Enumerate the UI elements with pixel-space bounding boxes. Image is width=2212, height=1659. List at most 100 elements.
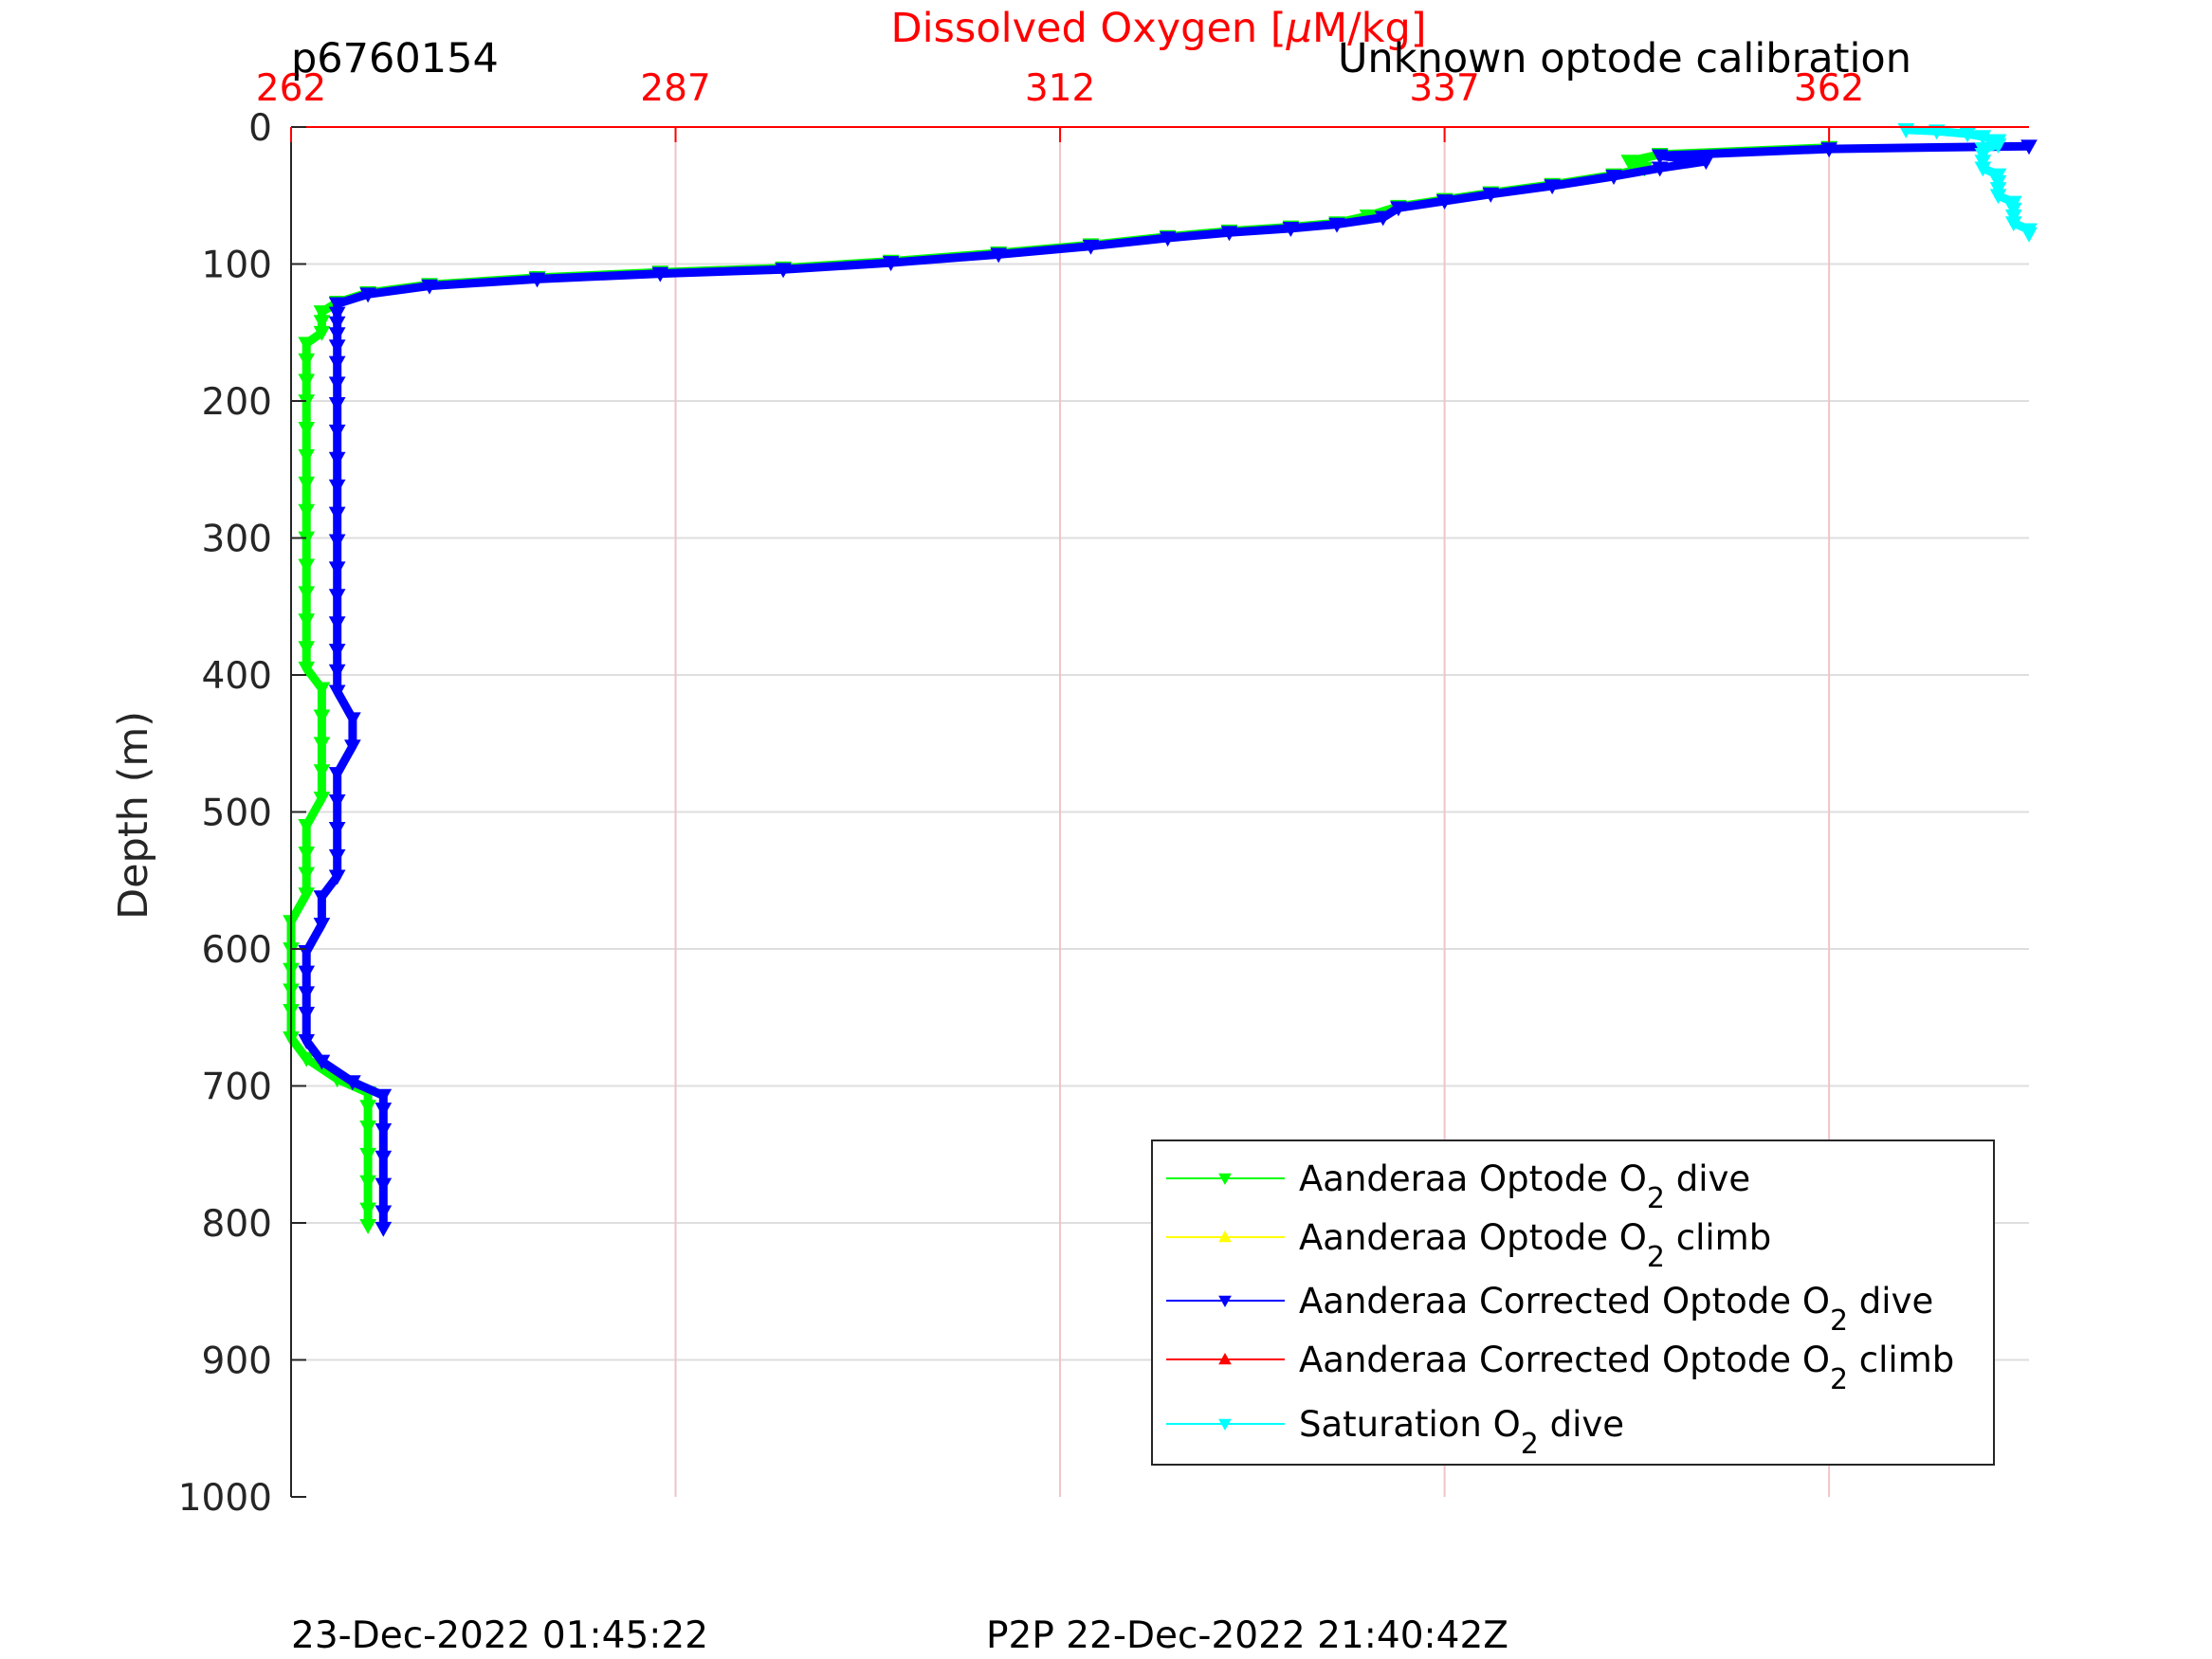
y-tick-label: 700 (202, 1066, 272, 1109)
y-tick-label: 400 (202, 655, 272, 698)
data-point (298, 641, 316, 657)
data-point (882, 256, 900, 272)
data-point (651, 266, 669, 283)
data-point (1697, 155, 1715, 171)
data-point (1282, 222, 1300, 237)
data-point (1989, 137, 2007, 154)
header-left-label: p6760154 (291, 35, 499, 82)
x-axis-title: Dissolved Oxygen [μM/kg] (890, 5, 1426, 52)
data-point (359, 1120, 376, 1136)
data-point (313, 315, 331, 331)
data-point (313, 764, 331, 780)
data-point (528, 272, 546, 288)
data-point (1390, 201, 1407, 217)
data-point (328, 306, 346, 322)
data-point (359, 1202, 376, 1218)
y-tick-label: 800 (202, 1203, 272, 1246)
footer-left-timestamp: 23-Dec-2022 01:45:22 (291, 1614, 708, 1657)
data-point (313, 325, 331, 341)
data-point (344, 1075, 361, 1091)
y-tick-label: 600 (202, 929, 272, 972)
data-point (375, 1205, 393, 1221)
data-point (298, 448, 316, 465)
data-point (298, 1033, 316, 1049)
data-point (2004, 216, 2022, 232)
data-point (359, 287, 376, 303)
data-point (1374, 210, 1392, 227)
data-point (375, 1177, 393, 1194)
data-point (421, 279, 438, 295)
data-point (328, 327, 346, 343)
data-point (990, 247, 1008, 264)
data-point (298, 353, 316, 369)
data-point (298, 965, 316, 981)
data-point (328, 821, 346, 837)
data-point (328, 869, 346, 885)
y-tick-label: 500 (202, 793, 272, 835)
data-point (1482, 187, 1500, 203)
x-tick-label: 262 (256, 67, 326, 110)
series-2 (298, 139, 2038, 1237)
y-tick-label: 300 (202, 519, 272, 561)
legend-swatch-marker (1218, 1352, 1232, 1365)
header-right-label: Unknown optode calibration (1338, 35, 1911, 82)
data-point (298, 846, 316, 862)
data-point (298, 503, 316, 520)
data-point (328, 848, 346, 865)
data-point (328, 339, 346, 356)
series-layer (283, 122, 2038, 1237)
data-point (298, 1007, 316, 1022)
data-point (298, 337, 316, 353)
y-tick-label: 200 (202, 381, 272, 424)
data-point (775, 263, 792, 279)
data-point (328, 644, 346, 660)
data-point (313, 737, 331, 753)
data-point (359, 1175, 376, 1191)
data-point (298, 819, 316, 834)
data-point (313, 709, 331, 725)
data-point (328, 561, 346, 577)
legend-entry-label: Aanderaa Optode O2 climb (1299, 1217, 1771, 1274)
legend-swatch-marker (1218, 1295, 1232, 1308)
data-point (1928, 124, 1946, 140)
legend-entry-label: Aanderaa Optode O2 dive (1299, 1158, 1750, 1215)
data-point (313, 305, 331, 321)
data-point (1220, 226, 1238, 242)
data-point (328, 589, 346, 605)
data-point (298, 1051, 316, 1067)
data-point (1989, 189, 2007, 205)
x-tick-label: 287 (640, 67, 710, 110)
data-point (298, 613, 316, 629)
data-point (298, 558, 316, 574)
y-tick-label: 0 (248, 107, 272, 150)
data-point (328, 356, 346, 372)
footer-right-timestamp: P2P 22-Dec-2022 21:40:42Z (986, 1614, 1508, 1657)
data-point (1605, 170, 1622, 186)
data-point (375, 1122, 393, 1139)
data-point (375, 1088, 393, 1104)
data-point (375, 1221, 393, 1237)
data-point (328, 396, 346, 412)
y-axis-title: Depth (m) (110, 711, 157, 920)
data-point (328, 616, 346, 632)
data-point (313, 792, 331, 808)
data-point (298, 986, 316, 1002)
data-point (313, 1054, 331, 1070)
data-point (328, 451, 346, 467)
data-point (1974, 161, 1992, 177)
data-point (298, 374, 316, 390)
data-point (328, 479, 346, 495)
data-point (1974, 130, 1992, 146)
legend-swatch-marker (1218, 1418, 1232, 1431)
data-point (328, 424, 346, 440)
data-point (328, 684, 346, 701)
data-point (298, 586, 316, 602)
y-tick-label: 1000 (178, 1477, 272, 1520)
data-point (313, 918, 331, 934)
data-point (328, 506, 346, 522)
data-point (344, 712, 361, 728)
data-point (1651, 149, 1669, 165)
data-point (298, 661, 316, 677)
